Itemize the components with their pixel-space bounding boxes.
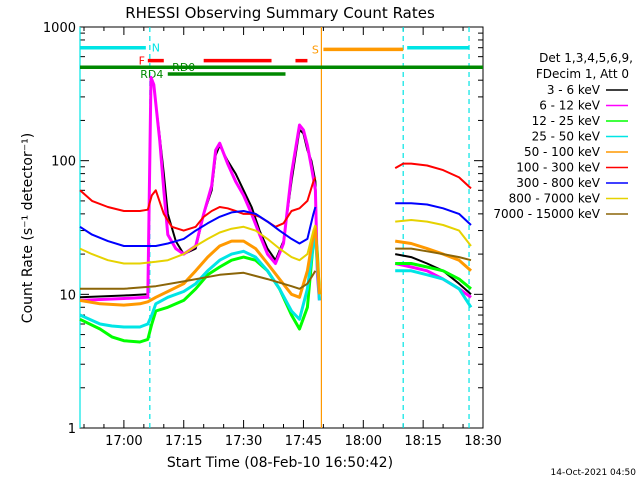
legend-entry-label: 25 - 50 keV	[532, 130, 601, 144]
timestamp: 14-Oct-2021 04:50	[551, 468, 637, 478]
series-line-2	[79, 75, 472, 302]
legend-entry-label: 50 - 100 keV	[524, 145, 601, 159]
x-tick-label: 17:00	[105, 434, 142, 449]
series-line-7	[79, 202, 472, 247]
status-label-rd0: RD0	[172, 61, 195, 74]
legend-entry-label: 3 - 6 keV	[547, 83, 601, 97]
tick-labels: 17:00 17:15 17:30 17:45 18:00 18:15 18:30 1 10 10…	[43, 21, 502, 449]
y-tick-label: 100	[51, 155, 76, 170]
chart-title: RHESSI Observing Summary Count Rates	[125, 4, 435, 22]
series-line-8	[79, 219, 472, 265]
x-tick-label: 17:30	[225, 434, 262, 449]
axis-ticks	[80, 26, 484, 429]
series-line-6	[79, 162, 472, 232]
legend-entry-label: 6 - 12 keV	[539, 99, 601, 113]
x-tick-label: 17:45	[285, 434, 322, 449]
legend-entry-label: 7000 - 15000 keV	[493, 207, 600, 221]
x-tick-label: 18:15	[404, 434, 441, 449]
y-tick-label: 1	[68, 422, 76, 437]
legend-header-2: FDecim 1, Att 0	[536, 67, 629, 81]
y-tick-label: 10	[59, 288, 76, 303]
x-axis-label: Start Time (08-Feb-10 16:50:42)	[167, 455, 393, 471]
series-line-3	[79, 229, 472, 344]
status-label-f: F	[139, 55, 145, 68]
x-tick-label: 18:00	[345, 434, 382, 449]
x-tick-label: 18:30	[464, 434, 501, 449]
status-label-s: S	[312, 43, 319, 56]
legend-header-1: Det 1,3,4,5,6,9,	[539, 51, 633, 65]
legend-entry-label: 300 - 800 keV	[516, 176, 600, 190]
legend-entry-label: 100 - 300 keV	[516, 161, 600, 175]
series-line-9	[80, 247, 472, 290]
series-line-4	[79, 235, 473, 329]
series-line-5	[79, 225, 472, 307]
y-axis-label: Count Rate (s⁻¹ detector⁻¹)	[20, 133, 36, 323]
legend: Det 1,3,4,5,6,9, FDecim 1, Att 0 3 - 6 k…	[493, 51, 633, 221]
y-tick-label: 1000	[43, 21, 76, 36]
status-label-rd4: RD4	[140, 68, 163, 81]
series-lines	[79, 75, 473, 344]
legend-entry-label: 12 - 25 keV	[532, 114, 601, 128]
legend-entry-label: 800 - 7000 keV	[509, 192, 601, 206]
status-label-n: N	[152, 42, 160, 55]
x-tick-label: 17:15	[165, 434, 202, 449]
plot-area	[79, 26, 484, 429]
status-bars: N S F RD0 RD4	[80, 42, 483, 81]
